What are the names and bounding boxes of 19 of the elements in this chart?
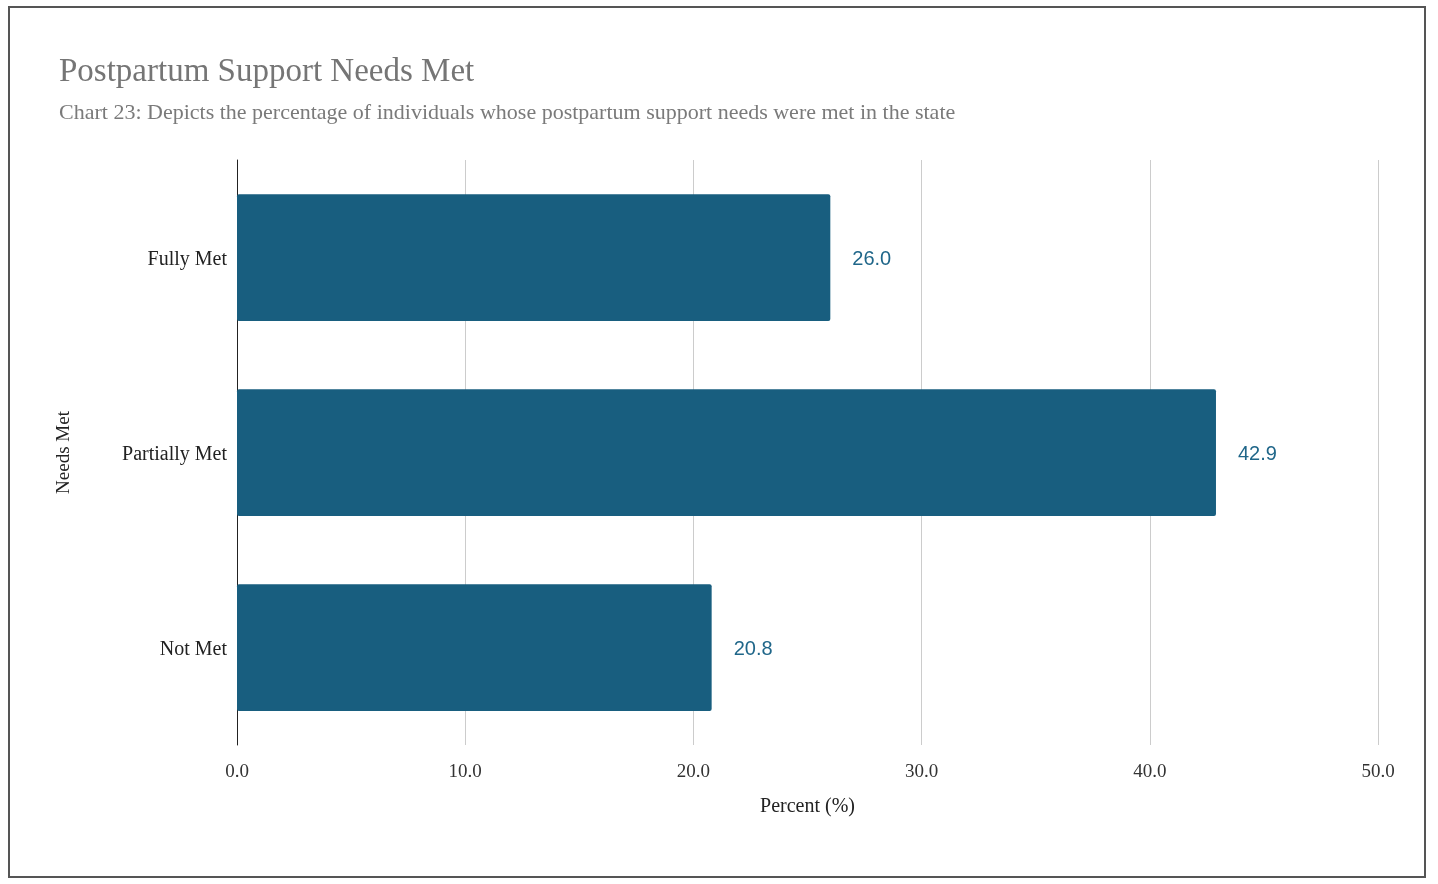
bar	[237, 194, 831, 321]
x-tick-label: 40.0	[1133, 760, 1167, 781]
chart-subtitle: Chart 23: Depicts the percentage of individuals whose postpartum support needs were met in the state	[59, 98, 956, 124]
chart-title: Postpartum Support Needs Met	[59, 51, 475, 88]
bar	[237, 389, 1216, 516]
x-tick-label: 20.0	[676, 760, 711, 781]
data-label: 20.8	[733, 636, 773, 659]
data-label: 26.0	[852, 246, 892, 269]
y-tick-label: Partially Met	[122, 441, 228, 465]
x-tick-label: 50.0	[1361, 760, 1395, 781]
x-tick-label: 30.0	[904, 760, 939, 781]
y-tick-label: Not Met	[159, 636, 228, 659]
x-tick-label: 10.0	[448, 760, 482, 781]
data-label: 42.9	[1237, 441, 1277, 464]
x-tick-label: 0.0	[225, 760, 249, 781]
x-axis-title: Percent (%)	[760, 794, 855, 817]
y-axis-title: Needs Met	[52, 410, 73, 494]
bar	[237, 584, 712, 711]
y-tick-label: Fully Met	[147, 246, 228, 270]
